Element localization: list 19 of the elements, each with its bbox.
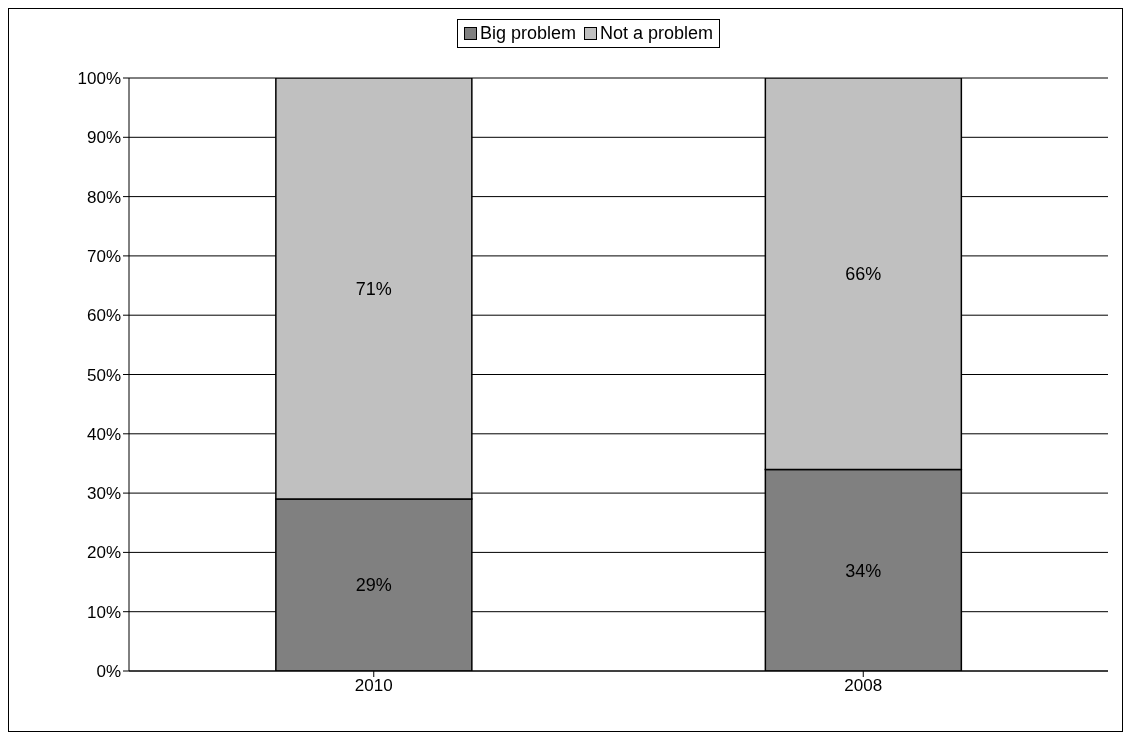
x-tick-label: 2008 bbox=[844, 676, 883, 696]
y-tick-label: 40% bbox=[86, 424, 121, 444]
legend-label: Not a problem bbox=[599, 23, 714, 44]
y-tick-label: 70% bbox=[86, 246, 121, 266]
data-label: 66% bbox=[845, 264, 882, 285]
y-tick-label: 10% bbox=[86, 602, 121, 622]
y-tick-label: 80% bbox=[86, 187, 121, 207]
legend-label: Big problem bbox=[478, 23, 576, 44]
y-tick-label: 100% bbox=[77, 69, 121, 89]
y-tick-label: 0% bbox=[96, 662, 121, 682]
data-label: 71% bbox=[355, 278, 392, 299]
y-tick-label: 60% bbox=[86, 306, 121, 326]
data-label: 29% bbox=[355, 575, 392, 596]
x-tick-label: 2010 bbox=[354, 676, 393, 696]
y-tick-label: 30% bbox=[86, 484, 121, 504]
data-label: 34% bbox=[845, 560, 882, 581]
y-tick-label: 20% bbox=[86, 543, 121, 563]
y-tick-label: 50% bbox=[86, 365, 121, 385]
y-tick-label: 90% bbox=[86, 128, 121, 148]
